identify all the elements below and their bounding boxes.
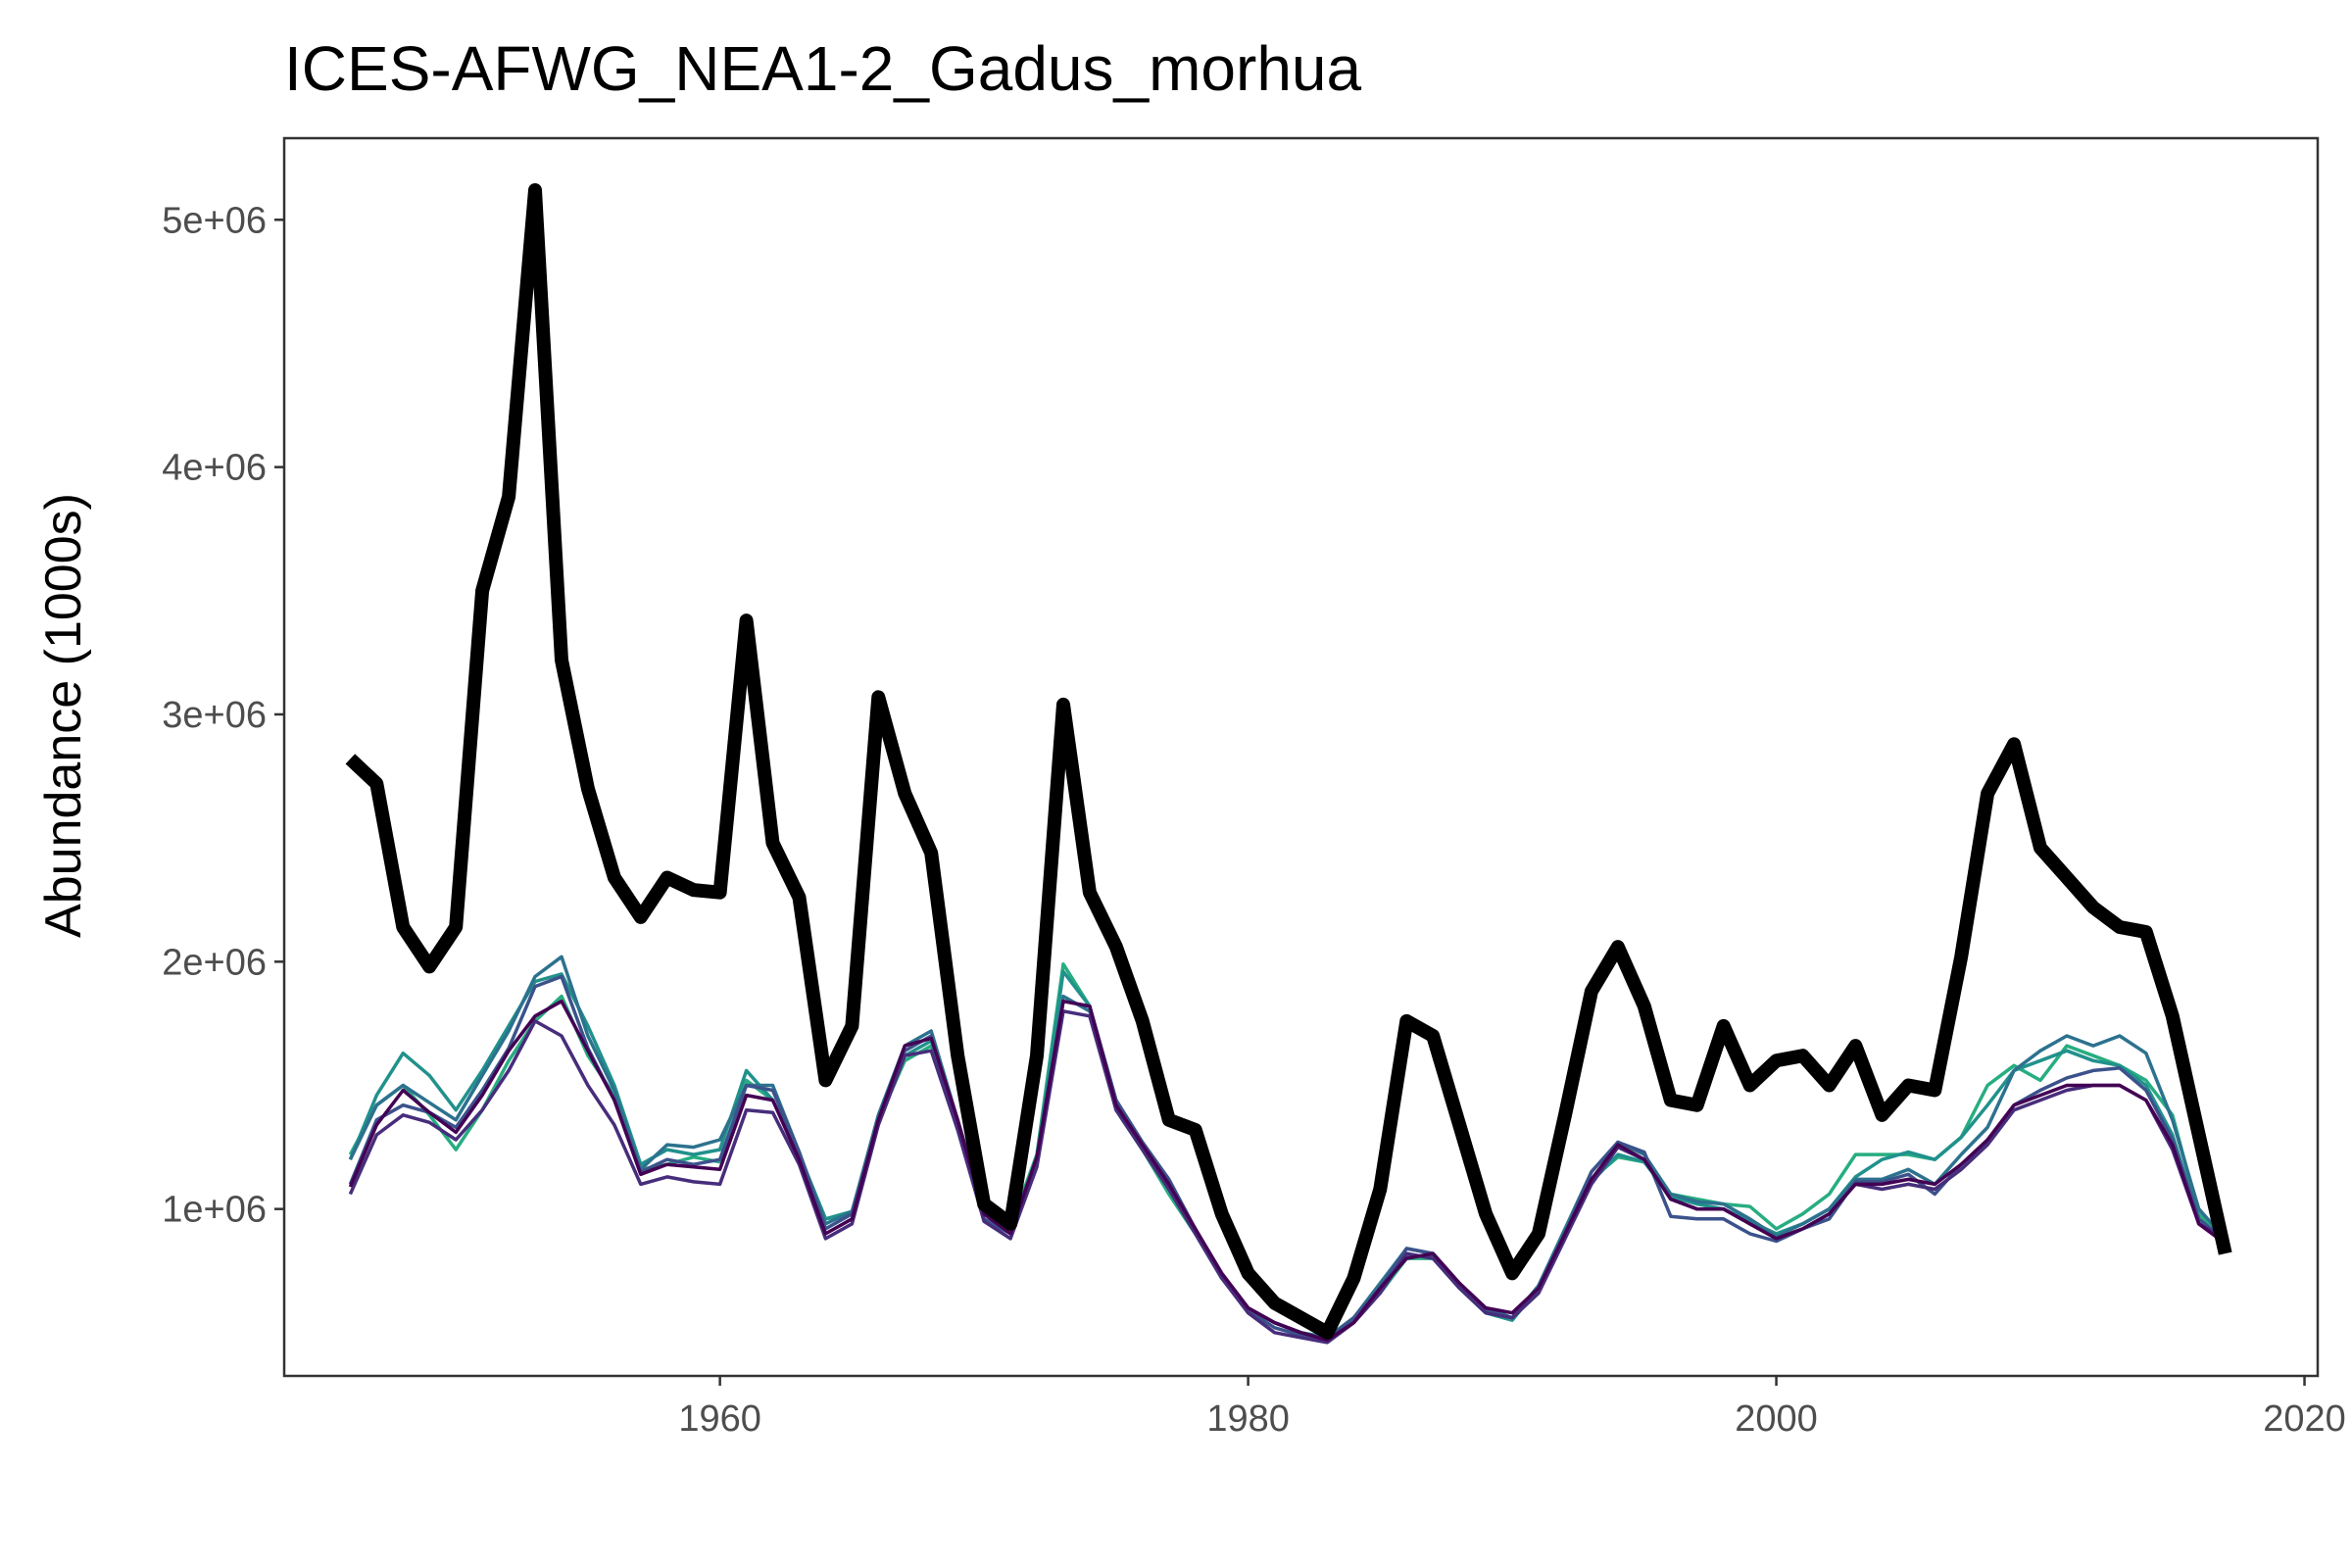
y-axis-label: Abundance (1000s) xyxy=(35,493,92,938)
y-tick-label: 1e+06 xyxy=(162,1190,267,1231)
x-tick-label: 1980 xyxy=(1206,1398,1290,1440)
series-line-1 xyxy=(348,999,2227,1343)
series-line-3 xyxy=(348,974,2227,1343)
chart-title: ICES-AFWG_NEA1-2_Gadus_morhua xyxy=(284,33,1362,104)
y-tick-label: 3e+06 xyxy=(162,695,267,736)
y-tick-label: 5e+06 xyxy=(162,200,267,241)
series-layer xyxy=(345,183,2232,1345)
x-axis: 1960 1980 2000 2020 xyxy=(678,1376,2346,1440)
y-tick-label: 2e+06 xyxy=(162,942,267,983)
series-line-2 xyxy=(348,1009,2227,1345)
y-axis: 1e+06 2e+06 3e+06 4e+06 5e+06 xyxy=(162,200,284,1231)
series-line-0 xyxy=(345,183,2232,1340)
plot-panel-border xyxy=(282,136,2320,1378)
x-tick-label: 2020 xyxy=(2263,1398,2346,1440)
y-tick-label: 4e+06 xyxy=(162,448,267,489)
x-tick-label: 2000 xyxy=(1735,1398,1818,1440)
x-tick-label: 1960 xyxy=(678,1398,761,1440)
